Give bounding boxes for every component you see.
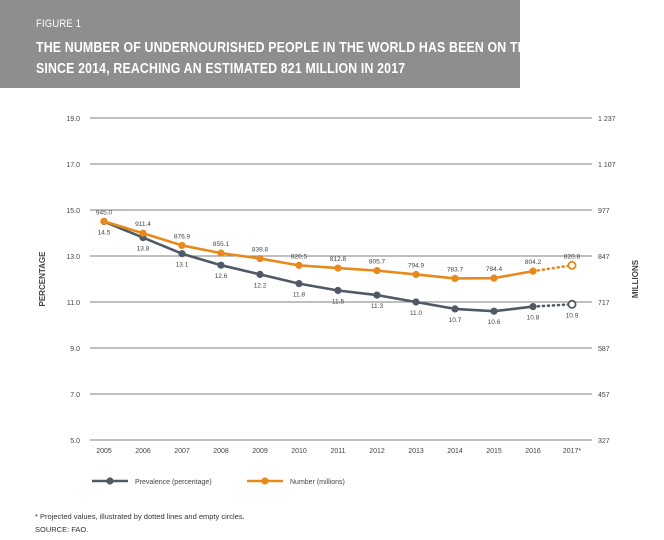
projected-line [531,263,574,273]
data-label: 14.5 [98,230,111,237]
data-label: 11.5 [332,299,345,306]
x-tick-label: 2017* [563,448,582,455]
footnote: * Projected values, illustrated by dotte… [35,512,245,521]
x-tick-label: 2015 [486,448,502,455]
y-right-tick-label: 847 [598,254,610,261]
y-left-tick-label: 5.0 [70,438,80,445]
x-tick-label: 2005 [96,448,112,455]
series-line-number [102,220,535,280]
data-point [217,249,225,257]
data-label: 945.0 [96,209,113,216]
y-right-tick-label: 327 [598,438,610,445]
y-right-tick-label: 977 [598,208,610,215]
x-tick-label: 2008 [213,448,229,455]
data-label: 839.8 [252,247,269,254]
data-point [529,303,537,311]
y-left-tick-label: 13.0 [66,254,80,261]
data-label: 820.5 [291,253,308,260]
data-point [139,229,147,237]
y-right-tick-label: 1 107 [598,162,616,169]
legend-swatch-marker [261,477,269,485]
y-left-tick-label: 9.0 [70,346,80,353]
data-point [178,241,186,250]
x-tick-label: 2016 [525,448,541,455]
x-tick-label: 2011 [330,448,345,455]
data-point [529,267,537,275]
data-label: 11.0 [410,310,423,317]
y-right-tick-label: 587 [598,346,610,353]
x-tick-label: 2013 [408,448,424,455]
y-right-tick-label: 457 [598,392,610,399]
series-line-prevalence [102,220,535,313]
data-point [451,305,459,313]
data-label: 876.9 [174,233,191,240]
projected-line [531,302,574,308]
y-right-tick-label: 717 [598,300,610,307]
x-tick-label: 2012 [369,448,385,455]
data-label: 805.7 [369,259,386,266]
data-label: 855.1 [213,241,230,248]
data-point [373,267,381,275]
y-left-tick-label: 11.0 [67,300,80,307]
data-point [490,274,498,282]
data-label: 12.2 [254,282,267,289]
data-label: 11.3 [371,303,384,310]
data-point [412,298,420,306]
data-point [295,280,303,288]
data-label: 812.8 [330,256,347,263]
data-label: 11.8 [293,292,306,299]
legend-label: Prevalence (percentage) [135,479,212,486]
data-label: 10.7 [449,317,462,324]
data-label: 13.1 [176,262,189,269]
data-label: 820.8 [564,253,581,260]
data-point [412,270,420,279]
legend-swatch-marker [106,477,114,485]
y-left-axis-title: PERCENTAGE [38,251,47,307]
data-label: 13.8 [137,246,150,253]
x-tick-label: 2006 [135,448,151,455]
data-point [451,274,459,282]
data-point [373,291,381,299]
data-point [256,254,264,263]
figure-title-line-1: THE NUMBER OF UNDERNOURISHED PEOPLE IN T… [36,40,569,56]
data-point [100,217,108,225]
y-left-tick-label: 19.0 [66,116,80,123]
data-point [295,261,303,269]
y-left-tick-label: 7.0 [70,392,80,399]
y-right-tick-label: 1 237 [598,116,616,123]
y-left-tick-label: 17.0 [66,162,80,169]
data-label: 783.7 [447,266,464,273]
data-label: 804.2 [525,259,542,266]
data-label: 911.4 [135,221,151,228]
y-left-tick-label: 15.0 [66,208,80,215]
x-tick-label: 2009 [252,448,268,455]
figure-title-line-2: SINCE 2014, REACHING AN ESTIMATED 821 MI… [36,61,406,77]
figure-header: FIGURE 1 THE NUMBER OF UNDERNOURISHED PE… [0,0,568,88]
data-point [217,261,225,269]
data-label: 10.6 [488,319,501,326]
data-point [490,307,498,315]
data-point [567,299,577,309]
data-label: 12.6 [215,273,228,280]
data-point [334,286,342,295]
data-point [256,270,264,278]
y-right-axis-title: MILLIONS [631,259,640,298]
x-tick-label: 2010 [291,448,307,455]
data-point [567,260,577,270]
legend-label: Number (millions) [290,479,345,486]
data-point [334,264,342,272]
x-tick-label: 2014 [447,448,463,455]
x-tick-label: 2007 [174,448,190,455]
figure-label: FIGURE 1 [36,18,82,30]
source-note: SOURCE: FAO. [35,525,89,534]
data-label: 10.8 [527,315,540,322]
data-label: 10.9 [566,312,579,319]
data-label: 794.9 [408,262,425,269]
data-label: 784.4 [486,266,503,273]
data-point [178,250,186,258]
